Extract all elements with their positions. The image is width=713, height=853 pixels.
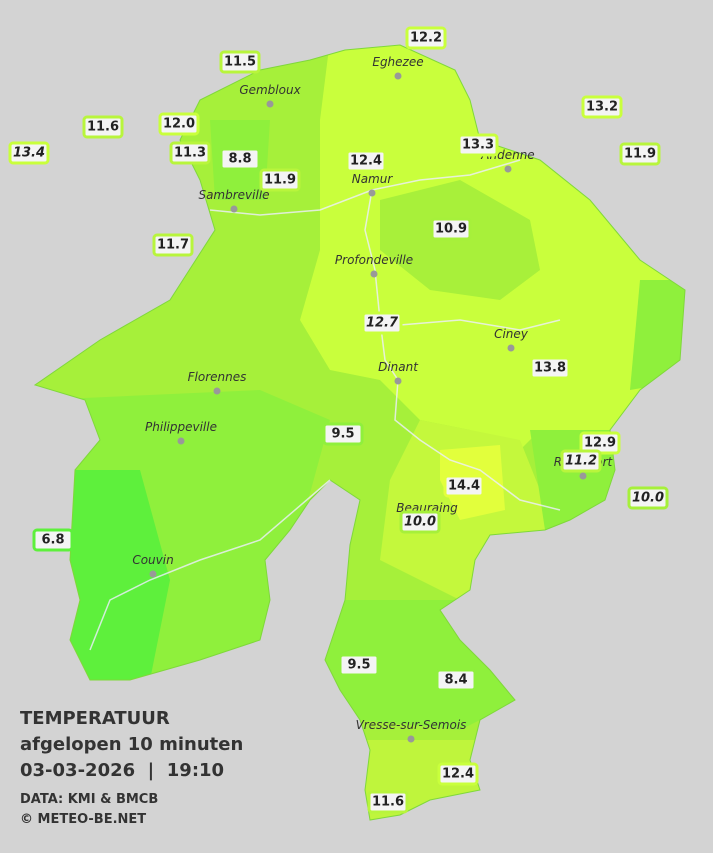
city-dot (394, 72, 402, 80)
station-box (322, 422, 364, 446)
station-value: 11.3 (174, 146, 206, 161)
station-box (158, 112, 200, 136)
station-box (8, 141, 50, 165)
station-value: 14.4 (448, 479, 480, 494)
station-box (437, 762, 479, 786)
station-box (219, 50, 261, 74)
station-box (152, 233, 194, 257)
station-value: 8.4 (444, 673, 467, 688)
city-dot (504, 165, 512, 173)
city-dot (407, 735, 415, 743)
station-box (627, 486, 669, 510)
station-box (367, 790, 409, 814)
city-label: Florennes (188, 370, 247, 384)
legend-datetime: 03-03-2026 | 19:10 (20, 760, 224, 781)
city-label: Couvin (132, 553, 173, 567)
station-value: 13.4 (13, 146, 45, 161)
city-dot (507, 344, 515, 352)
station-value: 9.5 (347, 658, 370, 673)
station-value: 6.8 (41, 533, 64, 548)
station-box (405, 26, 447, 50)
station-box (457, 133, 499, 157)
station-value: 12.9 (584, 436, 616, 451)
station-box (619, 142, 661, 166)
station-box (82, 115, 124, 139)
station-value: 12.2 (410, 31, 442, 46)
station-value: 10.9 (435, 222, 467, 237)
station-value: 12.7 (366, 316, 399, 331)
city-label: Namur (352, 172, 394, 186)
station-value: 10.0 (632, 491, 664, 506)
city-label: Dinant (378, 360, 419, 374)
station-box (435, 668, 477, 692)
station-value: 11.9 (264, 173, 296, 188)
station-value: 13.8 (534, 361, 566, 376)
city-dot (370, 270, 378, 278)
station-box (529, 356, 571, 380)
station-value: 11.5 (224, 55, 256, 70)
city-label: Sambreville (198, 188, 269, 202)
legend-credit: © METEO-BE.NET (20, 812, 146, 827)
station-box (443, 474, 485, 498)
city-label: Gembloux (239, 83, 301, 97)
station-value: 11.9 (624, 147, 656, 162)
station-box (581, 95, 623, 119)
station-value: 12.4 (350, 154, 382, 169)
city-dot (394, 377, 402, 385)
city-dot (579, 472, 587, 480)
station-value: 13.3 (462, 138, 494, 153)
station-value: 11.2 (565, 454, 597, 469)
city-dot (213, 387, 221, 395)
city-label: Eghezee (372, 55, 423, 69)
station-value: 9.5 (331, 427, 354, 442)
city-dot (149, 570, 157, 578)
city-dot (230, 205, 238, 213)
city-dot (368, 189, 376, 197)
station-box (361, 311, 403, 335)
station-box (32, 528, 74, 552)
station-value: 13.2 (586, 100, 618, 115)
station-box (169, 141, 211, 165)
city-label: Philippeville (145, 420, 217, 434)
legend-title: TEMPERATUUR (20, 708, 170, 729)
city-dot (266, 100, 274, 108)
station-value: 8.8 (228, 152, 251, 167)
city-dot (177, 437, 185, 445)
station-value: 11.6 (87, 120, 119, 135)
station-box (219, 147, 261, 171)
city-label: Ciney (494, 327, 529, 341)
station-box (399, 510, 441, 534)
station-box (560, 449, 602, 473)
station-box (338, 653, 380, 677)
city-label: Vresse-sur-Semois (356, 718, 467, 732)
station-value: 11.6 (372, 795, 404, 810)
station-box (345, 149, 387, 173)
legend-subtitle: afgelopen 10 minuten (20, 734, 243, 755)
station-box (430, 217, 472, 241)
city-label: Profondeville (335, 253, 413, 267)
station-value: 11.7 (157, 238, 189, 253)
legend-source: DATA: KMI & BMCB (20, 792, 158, 807)
station-box (259, 168, 301, 192)
station-value: 12.4 (442, 767, 474, 782)
station-value: 12.0 (163, 117, 195, 132)
station-value: 10.0 (404, 515, 436, 530)
